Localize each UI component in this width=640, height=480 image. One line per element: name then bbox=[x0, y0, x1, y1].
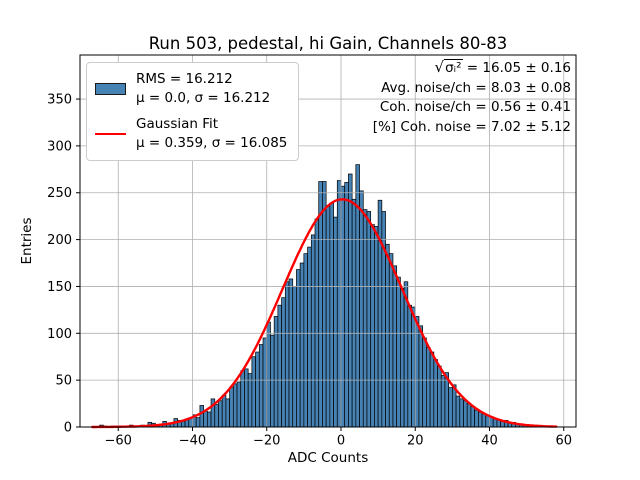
x-tick-label: −20 bbox=[253, 434, 280, 449]
y-tick-label: 0 bbox=[64, 421, 72, 436]
legend: RMS = 16.212 μ = 0.0, σ = 16.212 Gaussian … bbox=[86, 62, 300, 161]
x-tick-label: 20 bbox=[407, 434, 424, 449]
axis-ticks bbox=[76, 98, 565, 431]
y-tick-label: 250 bbox=[47, 186, 72, 201]
annotation-sqrt-sigma: √σᵢ² = 16.05 ± 0.16 bbox=[373, 58, 571, 79]
y-tick-label: 200 bbox=[47, 233, 72, 248]
y-tick-label: 100 bbox=[47, 327, 72, 342]
x-tick-label: 0 bbox=[337, 434, 345, 449]
legend-entry-label: Gaussian Fit μ = 0.359, σ = 16.085 bbox=[136, 116, 288, 151]
x-axis-label: ADC Counts bbox=[287, 450, 369, 466]
noise-annotations: √σᵢ² = 16.05 ± 0.16 Avg. noise/ch = 8.03… bbox=[373, 58, 571, 137]
x-tick-label: −40 bbox=[179, 434, 206, 449]
legend-entry-label: RMS = 16.212 μ = 0.0, σ = 16.212 bbox=[136, 71, 271, 106]
y-tick-label: 300 bbox=[47, 139, 72, 154]
gaussian-fit-line bbox=[91, 198, 558, 429]
histogram-bars bbox=[99, 164, 546, 428]
annotation-pct-coh-noise: [%] Coh. noise = 7.02 ± 5.12 bbox=[372, 118, 571, 135]
sqrt-symbol: √ bbox=[434, 58, 445, 76]
axes-frame bbox=[79, 54, 577, 428]
x-tick-label: 60 bbox=[555, 434, 572, 449]
sqrt-radicand: σᵢ² bbox=[444, 59, 463, 76]
legend-entry-gaussian-fit: Gaussian Fit μ = 0.359, σ = 16.085 bbox=[95, 115, 287, 153]
annotation-avg-noise: Avg. noise/ch = 8.03 ± 0.08 bbox=[381, 79, 571, 96]
y-tick-label: 150 bbox=[47, 280, 72, 295]
x-tick-label: −60 bbox=[105, 434, 132, 449]
chart-title: Run 503, pedestal, hi Gain, Channels 80-… bbox=[148, 34, 508, 53]
x-tick-label: 40 bbox=[481, 434, 498, 449]
y-axis-label: Entries bbox=[19, 217, 35, 265]
histogram-swatch bbox=[95, 83, 126, 95]
y-tick-label: 350 bbox=[47, 93, 72, 108]
fit-line-swatch bbox=[95, 133, 126, 135]
y-tick-label: 50 bbox=[55, 374, 72, 389]
sqrt-value: = 16.05 ± 0.16 bbox=[462, 60, 571, 76]
axis-tick-labels: −60 −40 −20 0 20 40 60 0 50 100 150 200 250 300 350 bbox=[47, 93, 572, 449]
annotation-coh-noise: Coh. noise/ch = 0.56 ± 0.41 bbox=[379, 99, 571, 115]
legend-entry-histogram: RMS = 16.212 μ = 0.0, σ = 16.212 bbox=[95, 70, 287, 108]
